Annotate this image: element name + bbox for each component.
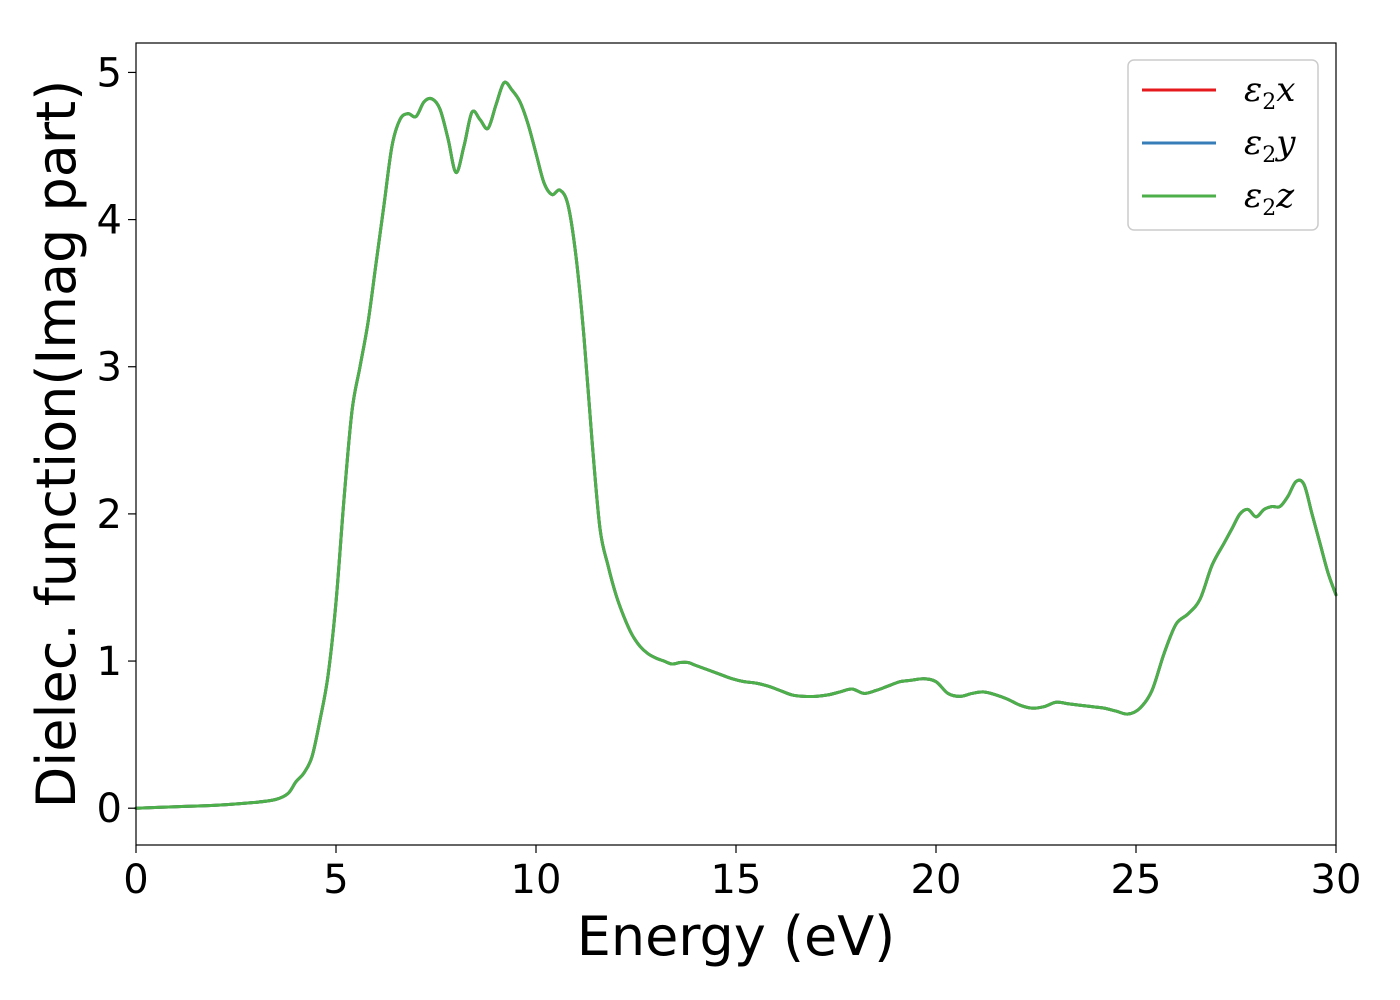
x-tick-label: 0: [123, 857, 148, 903]
x-axis-label: Energy (eV): [577, 905, 896, 968]
legend: ε2x ε2y ε2z: [1127, 59, 1319, 231]
y-axis-label: Dielec. function(Imag part): [25, 80, 88, 809]
x-tick-label: 15: [711, 857, 762, 903]
y-tick-label: 2: [97, 492, 122, 538]
x-tick-label: 30: [1311, 857, 1362, 903]
series-line-2: [134, 80, 1338, 810]
legend-label-1: ε2y: [1244, 123, 1296, 168]
x-tick-label: 25: [1111, 857, 1162, 903]
x-axis-ticks: 0 5 10 15 20 25 30: [123, 845, 1361, 903]
legend-label-0: ε2x: [1244, 70, 1295, 115]
x-tick-label: 10: [511, 857, 562, 903]
y-tick-label: 3: [97, 345, 122, 391]
y-tick-label: 1: [97, 639, 122, 685]
legend-label-2: ε2z: [1244, 176, 1295, 221]
y-axis-ticks: 0 1 2 3 4 5: [97, 50, 136, 832]
legend-box: [1127, 59, 1319, 231]
series-layer: [134, 80, 1338, 810]
x-tick-label: 5: [323, 857, 348, 903]
y-tick-label: 4: [97, 198, 122, 244]
y-tick-label: 5: [97, 50, 122, 96]
y-tick-label: 0: [97, 786, 122, 832]
x-tick-label: 20: [911, 857, 962, 903]
